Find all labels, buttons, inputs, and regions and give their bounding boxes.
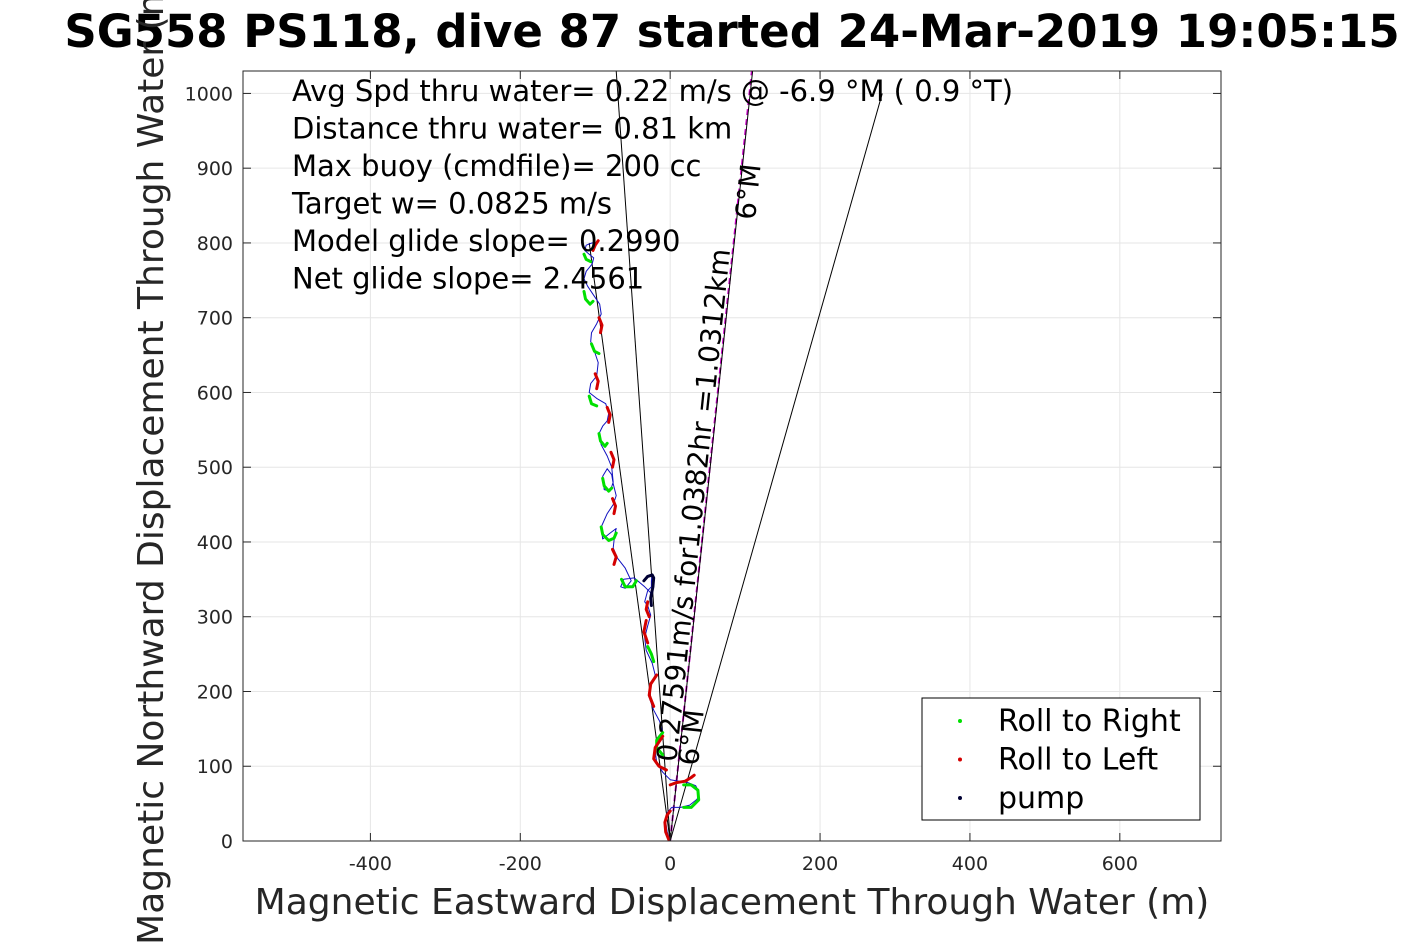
x-tick-label: 400 [952,853,988,875]
y-tick-label: 1000 [185,83,233,105]
legend-label: Roll to Left [998,743,1158,778]
series-roll-to-right-segment [590,342,601,356]
series-roll-to-left-segment [605,405,612,424]
series-roll-to-left-segment [611,497,617,516]
stat-line: Avg Spd thru water= 0.22 m/s @ -6.9 °M (… [292,74,1013,108]
series-roll-to-right-segment [582,252,593,264]
series-roll-to-right-segment [601,476,614,493]
series-roll-to-right-segment [646,645,656,664]
y-tick-label: 400 [197,532,233,554]
y-tick-label: 300 [197,607,233,629]
reference-line-bearing [669,70,753,842]
y-tick-label: 600 [197,382,233,404]
reference-line-cone-right [669,93,883,842]
y-tick-label: 100 [197,756,233,778]
series-layer [582,239,701,842]
y-tick-label: 800 [197,233,233,255]
series-roll-to-left-segment [593,372,600,391]
legend-label: pump [998,781,1084,816]
series-roll-to-left-segment [652,734,668,772]
x-tick-label: 200 [802,853,838,875]
y-tick-label: 200 [197,681,233,703]
series-roll-to-left-segment [591,239,600,252]
y-tick-label: 0 [221,831,233,853]
x-axis-ticks: -400 -200 0 200 400 600 [349,71,1138,875]
reference-line-cone-left [615,70,671,842]
y-tick-label: 700 [197,308,233,330]
series-pump-segment [642,573,656,607]
legend-marker [958,796,962,800]
series-roll-to-right-segment [582,290,595,306]
series-roll-to-left-segment [611,547,618,566]
bearing-annotation: 6°M [672,708,711,767]
x-tick-label: 600 [1102,853,1138,875]
reference-line-bearing-black [669,70,754,842]
legend-marker [958,719,962,723]
stat-line: Target w= 0.0825 m/s [291,187,612,221]
series-roll-to-right-segment [620,577,638,589]
legend-label: Roll to Right [998,704,1181,739]
stat-line: Model glide slope= 0.2990 [292,224,680,258]
x-tick-label: 0 [664,853,676,875]
series-roll-to-right-segment [599,525,618,542]
y-tick-label: 900 [197,158,233,180]
x-tick-label: -400 [349,853,392,875]
stat-line: Distance thru water= 0.81 km [292,112,732,146]
series-roll-to-left-segment [668,773,696,787]
series-roll-to-left-segment [644,600,651,619]
x-axis-label: Magnetic Eastward Displacement Through W… [255,882,1210,923]
series-roll-to-left-segment [663,809,672,841]
legend-marker [958,757,962,762]
series-roll-to-right-segment [682,783,701,809]
dive-statistics: Avg Spd thru water= 0.22 m/s @ -6.9 °M (… [291,74,1013,296]
series-roll-to-left-segment [647,673,659,708]
y-axis-ticks: 0 100 200 300 400 500 600 700 800 900 1000 [185,83,1221,853]
plot-frame [242,70,1222,842]
series-roll-to-right-segment [587,394,599,408]
stat-line: Max buoy (cmdfile)= 200 cc [292,149,701,183]
series-roll-to-right-segment [597,432,609,448]
chart-title: SG558 PS118, dive 87 started 24-Mar-2019… [64,5,1399,58]
bearing-annotation: 6°M [729,162,768,221]
legend-box [921,697,1201,821]
x-tick-label: -200 [499,853,542,875]
stat-line: Net glide slope= 2.4561 [292,262,644,296]
y-axis-label: Magnetic Northward Displacement Through … [131,0,172,945]
series-roll-to-left-segment [609,450,616,469]
series-roll-to-left-segment [642,619,650,645]
y-tick-label: 500 [197,457,233,479]
series-roll-to-left-segment [597,316,604,335]
grid-lines [243,71,1221,842]
